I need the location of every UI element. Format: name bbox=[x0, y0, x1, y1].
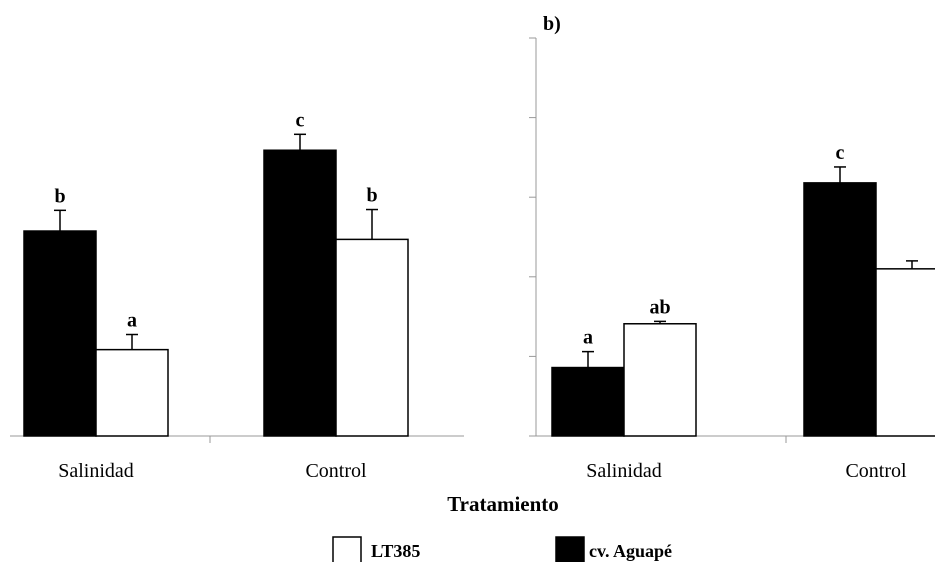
significance-label-a-0-0: b bbox=[54, 185, 65, 207]
legend-label-aguape: cv. Aguapé bbox=[589, 541, 672, 561]
legend-swatch-lt385 bbox=[332, 536, 362, 562]
bar-b-control-aguape bbox=[803, 182, 877, 437]
bar-a-salinidad-aguape bbox=[23, 230, 97, 437]
bar-a-salinidad-lt385 bbox=[95, 348, 169, 437]
bar-b-control-lt385 bbox=[875, 268, 935, 437]
x-tick-label-a-salinidad: Salinidad bbox=[58, 460, 134, 482]
bar-b-salinidad-lt385 bbox=[623, 323, 697, 437]
significance-label-a-0-1: a bbox=[127, 310, 137, 332]
legend-label-lt385: LT385 bbox=[371, 541, 420, 561]
bar-a-control-lt385 bbox=[335, 238, 409, 437]
legend: LT385 cv. Aguapé bbox=[332, 536, 672, 562]
panel-b: a ab Salinidad c Control bbox=[529, 37, 935, 482]
significance-label-b-0-0: a bbox=[583, 327, 593, 349]
significance-label-b-0-1: ab bbox=[649, 296, 670, 318]
x-tick-label-b-salinidad: Salinidad bbox=[586, 460, 662, 482]
x-tick-label-b-control: Control bbox=[845, 460, 907, 482]
legend-swatch-aguape bbox=[555, 536, 585, 562]
x-axis-title: Tratamiento bbox=[447, 492, 559, 516]
bar-b-salinidad-aguape bbox=[551, 366, 625, 437]
significance-label-b-1-0: c bbox=[836, 142, 845, 164]
panel-a: b a Salinidad c b Control bbox=[10, 109, 464, 482]
bar-a-control-aguape bbox=[263, 149, 337, 437]
x-tick-label-a-control: Control bbox=[305, 460, 367, 482]
significance-label-a-1-0: c bbox=[296, 109, 305, 131]
significance-label-a-1-1: b bbox=[366, 185, 377, 207]
panel-b-label: b) bbox=[543, 13, 561, 35]
